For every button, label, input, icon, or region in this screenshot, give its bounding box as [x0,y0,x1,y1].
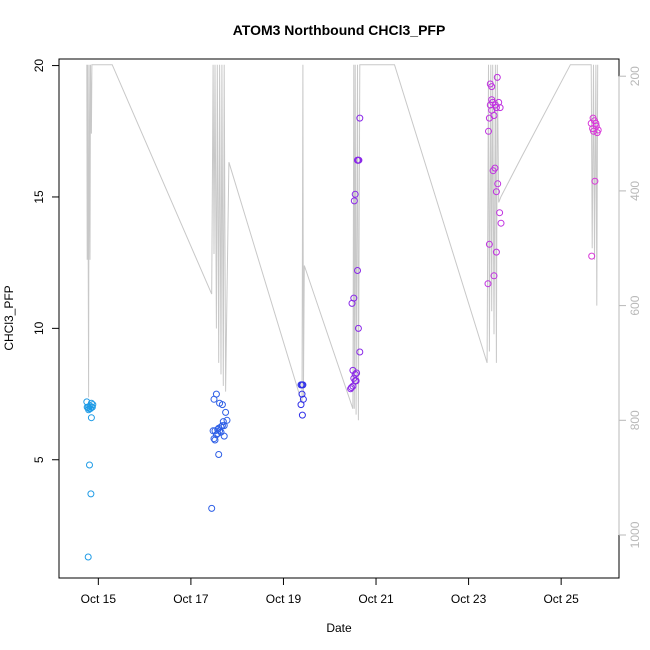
data-point [208,504,216,512]
data-point [84,553,92,561]
data-point [354,324,362,332]
x-axis: Oct 15 Oct 17 Oct 19 Oct 21 Oct 23 Oct 25 [81,577,579,606]
data-point [492,188,500,196]
y-tick-label: 10 [32,321,46,335]
data-point [589,114,597,122]
data-point [347,385,355,393]
data-point [356,114,364,122]
y-tick-label: 20 [32,59,46,73]
x-axis-label: Date [326,621,352,635]
data-point [209,427,217,435]
data-point [210,395,218,403]
data-point [348,384,355,391]
x-tick-label: Oct 19 [266,592,302,606]
data-point [493,73,501,81]
data-point [496,104,504,112]
data-points [83,73,602,561]
altitude-trace [86,64,599,421]
data-point [220,432,228,440]
data-point [351,370,359,378]
data-point [485,114,493,122]
data-point [299,381,307,389]
data-point [594,126,602,134]
y-tick-label: 5 [32,456,46,463]
data-point [588,252,596,260]
y2-tick-label: 200 [628,66,642,86]
data-point [87,405,94,412]
y-axis-label: CHCl3_PFP [2,285,16,350]
data-point [484,280,492,288]
data-point [488,83,496,91]
y2-tick-label: 1000 [628,521,642,548]
data-point [496,209,504,217]
data-point [298,390,306,398]
data-point [494,180,502,188]
data-point [87,399,95,407]
x-tick-label: Oct 17 [173,592,209,606]
x-tick-label: Oct 15 [81,592,117,606]
data-point [492,248,500,256]
data-point [298,411,306,419]
data-point [490,272,498,280]
data-point [592,119,600,127]
data-point [350,197,358,205]
data-point [497,219,505,227]
x-tick-label: Oct 21 [358,592,394,606]
data-point [485,240,493,248]
data-point [86,461,93,469]
data-point [217,423,225,431]
data-point [351,190,359,198]
data-point [350,294,358,302]
data-point [488,96,496,104]
data-point [218,401,226,409]
data-point [349,366,357,374]
y-axis: 5 10 15 20 [32,59,60,463]
data-point [223,416,231,424]
data-point [356,348,364,356]
x-tick-label: Oct 23 [451,592,487,606]
data-point [87,414,95,422]
y2-tick-label: 800 [628,410,642,430]
chart-title: ATOM3 Northbound CHCl3_PFP [233,22,446,38]
data-point [299,395,307,403]
altitude-line [86,64,599,421]
data-point [352,377,360,385]
data-point [211,436,219,444]
data-point [491,164,499,172]
y2-tick-label: 600 [628,295,642,315]
data-point [87,490,95,498]
y2-tick-label: 400 [628,181,642,201]
right-altitude-axis: 200 400 600 800 1000 [618,66,642,548]
data-point [222,408,230,416]
data-point [215,451,223,458]
x-tick-label: Oct 25 [543,592,579,606]
data-point [590,127,597,135]
y-tick-label: 15 [32,190,46,204]
data-point [591,177,599,185]
data-point [592,122,600,130]
data-point [495,98,503,106]
data-point [220,422,228,430]
data-point [355,156,363,164]
data-point [88,403,96,411]
data-point [354,267,361,274]
data-point [485,127,492,135]
